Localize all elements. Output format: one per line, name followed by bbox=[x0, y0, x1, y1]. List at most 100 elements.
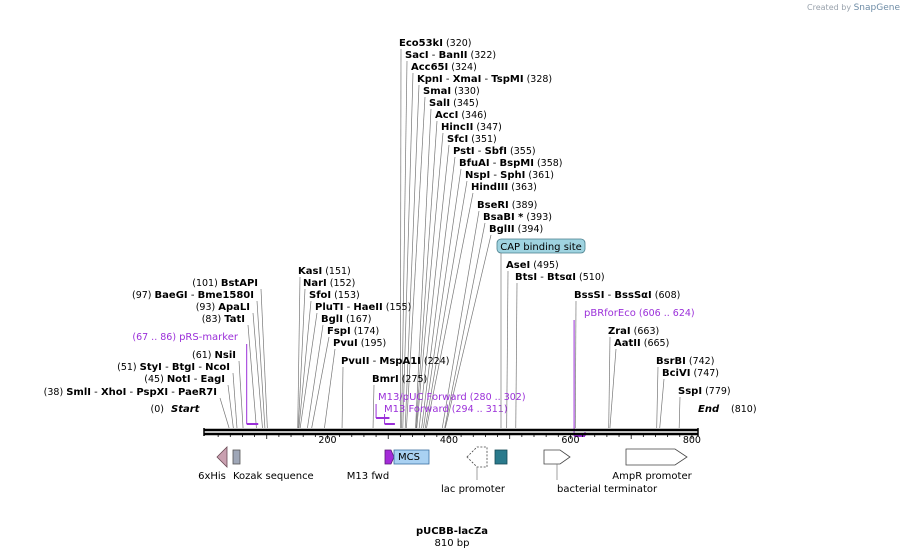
enzyme-position: (747) bbox=[690, 368, 719, 379]
enzyme-site-line bbox=[423, 168, 462, 429]
his-tag-arrow bbox=[216, 446, 228, 468]
enzyme-site-line bbox=[515, 282, 518, 429]
enzyme-sep: - bbox=[490, 170, 500, 181]
enzyme-connector-lines bbox=[219, 48, 681, 429]
enzyme-sep: - bbox=[443, 74, 453, 85]
enzyme-position: (361) bbox=[525, 170, 554, 181]
enzyme-position: (224) bbox=[421, 356, 450, 367]
enzyme-label: BmrI (275) bbox=[372, 374, 427, 385]
ampr-promoter-arrow bbox=[625, 448, 688, 466]
enzyme-site-line bbox=[252, 312, 263, 429]
enzyme-name: BmrI bbox=[372, 374, 399, 385]
enzyme-sep: - bbox=[91, 387, 101, 398]
enzyme-position: (167) bbox=[343, 314, 372, 325]
enzyme-sep: - bbox=[429, 50, 439, 61]
enzyme-name: BaeGI bbox=[155, 290, 188, 301]
enzyme-site-line bbox=[256, 300, 266, 429]
his-tag-label: 6xHis bbox=[198, 471, 226, 482]
enzyme-position: (665) bbox=[641, 338, 670, 349]
enzyme-position: (97) bbox=[132, 290, 155, 301]
enzyme-site-line bbox=[260, 288, 268, 429]
credit-prefix: Created by bbox=[807, 3, 852, 12]
enzyme-site-line bbox=[297, 288, 306, 429]
enzyme-site-line bbox=[506, 270, 509, 429]
enzyme-site-line bbox=[421, 156, 456, 429]
enzyme-sep: - bbox=[481, 74, 491, 85]
enzyme-label: NspI - SphI (361) bbox=[465, 170, 554, 181]
enzyme-sep: - bbox=[604, 290, 614, 301]
kozak-box bbox=[232, 449, 241, 465]
enzyme-position: (195) bbox=[358, 338, 387, 349]
enzyme-site-line bbox=[401, 60, 408, 429]
enzyme-site-line bbox=[341, 366, 344, 429]
enzyme-position: (351) bbox=[468, 134, 497, 145]
enzyme-site-line bbox=[297, 276, 301, 429]
enzyme-position: (83) bbox=[202, 314, 225, 325]
enzyme-label: BglI (167) bbox=[321, 314, 372, 325]
kozak-label: Kozak sequence bbox=[233, 471, 314, 482]
enzyme-site-line bbox=[372, 384, 375, 429]
enzyme-label: KasI (151) bbox=[298, 266, 351, 277]
enzyme-position: (346) bbox=[458, 110, 487, 121]
enzyme-name: BtsαI bbox=[547, 272, 576, 283]
enzyme-name: BfuAI bbox=[459, 158, 490, 169]
enzyme-name: TspMI bbox=[491, 74, 523, 85]
enzyme-name: NotI bbox=[167, 374, 191, 385]
enzyme-site-line bbox=[307, 324, 324, 429]
primer-annotations: (67 .. 86) pRS-marker M13/pUC Forward (28… bbox=[132, 308, 695, 437]
enzyme-position: (155) bbox=[383, 302, 412, 313]
enzyme-position: (347) bbox=[473, 122, 502, 133]
enzyme-site-line bbox=[238, 360, 244, 429]
enzyme-label: SacI - BanII (322) bbox=[405, 50, 496, 61]
enzyme-site-line bbox=[406, 96, 426, 429]
mcs-box bbox=[393, 449, 430, 465]
enzyme-sep: - bbox=[195, 362, 205, 373]
enzyme-sep: - bbox=[126, 387, 136, 398]
enzyme-name: SfoI bbox=[309, 290, 331, 301]
enzyme-position: (345) bbox=[450, 98, 479, 109]
snapgene-logo: SnapGene bbox=[853, 3, 900, 13]
primer-range: (294 .. 311) bbox=[449, 404, 508, 415]
enzyme-position: (322) bbox=[468, 50, 497, 61]
enzyme-label: BssSI - BssSαI (608) bbox=[574, 290, 680, 301]
enzyme-name: MspA1I bbox=[379, 356, 420, 367]
enzyme-name: HaeII bbox=[353, 302, 382, 313]
enzyme-position: (93) bbox=[196, 302, 219, 313]
enzyme-name: SmlI bbox=[66, 387, 91, 398]
enzyme-position: (330) bbox=[451, 86, 480, 97]
enzyme-name: BssSI bbox=[574, 290, 604, 301]
enzyme-position: (152) bbox=[327, 278, 356, 289]
enzyme-name: Bme1580I bbox=[198, 290, 254, 301]
enzyme-label: SfoI (153) bbox=[309, 290, 360, 301]
start-label: Start bbox=[171, 404, 201, 415]
enzyme-position: (495) bbox=[530, 260, 559, 271]
enzyme-name: PspXI bbox=[136, 387, 168, 398]
cap-binding-site bbox=[496, 238, 586, 254]
enzyme-name: SmaI bbox=[423, 86, 451, 97]
enzyme-name: PstI bbox=[453, 146, 475, 157]
enzyme-position: (779) bbox=[702, 386, 731, 397]
enzyme-name: KasI bbox=[298, 266, 322, 277]
enzyme-site-line bbox=[574, 300, 577, 429]
terminator-label: bacterial terminator bbox=[557, 484, 658, 495]
enzyme-name: StyI bbox=[140, 362, 162, 373]
enzyme-site-line bbox=[426, 192, 474, 429]
enzyme-position: (363) bbox=[508, 182, 537, 193]
enzyme-label: AccI (346) bbox=[435, 110, 487, 121]
ruler-tick-label: 400 bbox=[440, 435, 458, 446]
enzyme-name: XhoI bbox=[101, 387, 126, 398]
enzyme-name: SspI bbox=[678, 386, 702, 397]
enzyme-site-line bbox=[415, 120, 438, 429]
enzyme-site-line bbox=[415, 108, 432, 429]
enzyme-position: (663) bbox=[631, 326, 660, 337]
enzyme-site-line bbox=[402, 72, 414, 429]
enzyme-site-line bbox=[400, 48, 402, 429]
enzyme-position: (328) bbox=[524, 74, 553, 85]
enzyme-position: (394) bbox=[515, 224, 544, 235]
feature-track: CAP binding site 6xHis Kozak sequence M13 f… bbox=[198, 238, 693, 495]
enzyme-name: BtgI bbox=[172, 362, 195, 373]
start-position: (0) bbox=[151, 404, 164, 415]
enzyme-position: (45) bbox=[144, 374, 167, 385]
